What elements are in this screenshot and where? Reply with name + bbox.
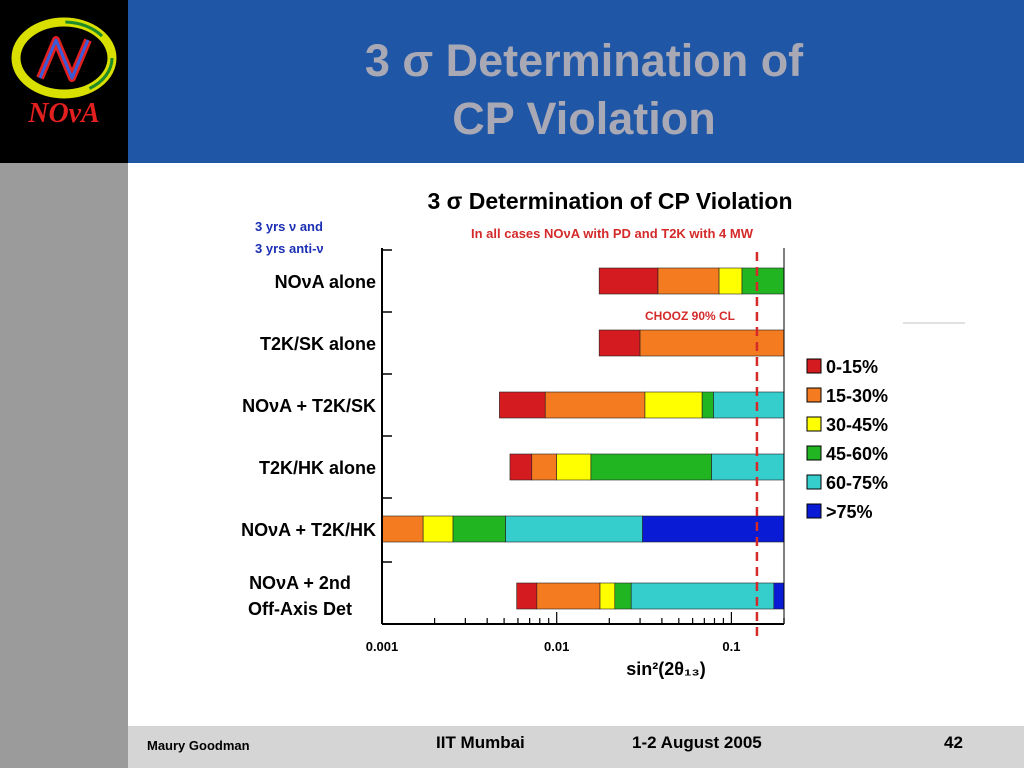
x-axis-label: sin²(2θ₁₃): [626, 659, 706, 679]
bar-segment: [644, 391, 703, 419]
bar-segment: [499, 391, 546, 419]
footer-venue: IIT Mumbai: [436, 733, 525, 752]
category-label: NOνA alone: [275, 272, 376, 292]
bar-segment: [505, 515, 643, 543]
legend-label: 15-30%: [826, 386, 888, 406]
bar-segment: [598, 329, 641, 357]
legend-swatch: [806, 416, 822, 432]
bar-segment: [639, 329, 785, 357]
footer-author: Maury Goodman: [147, 738, 250, 753]
category-label: T2K/SK alone: [260, 334, 376, 354]
chooz-label: CHOOZ 90% CL: [645, 309, 735, 323]
category-label: NOνA + T2K/SK: [242, 396, 376, 416]
footer-bar: [128, 726, 1024, 768]
bar-segment: [452, 515, 506, 543]
side-note-line2: 3 yrs anti-ν: [255, 241, 324, 256]
bar-segment: [741, 267, 785, 295]
category-label: Off-Axis Det: [248, 599, 352, 619]
legend-label: 60-75%: [826, 473, 888, 493]
bar-segment: [556, 453, 592, 481]
slide-title-line1: 3 σ Determination of: [364, 35, 804, 86]
chart-title: 3 σ Determination of CP Violation: [427, 188, 792, 214]
footer-page-number: 42: [944, 733, 963, 752]
legend-swatch: [806, 474, 822, 490]
bar-segment: [657, 267, 720, 295]
bar-segment: [614, 582, 632, 610]
bar-segment: [590, 453, 712, 481]
legend-swatch: [806, 358, 822, 374]
bar-segment: [422, 515, 454, 543]
bar-segment: [544, 391, 646, 419]
legend-label: >75%: [826, 502, 873, 522]
nova-logo: NOνA: [0, 0, 128, 163]
bar-segment: [713, 391, 785, 419]
bar-segment: [509, 453, 533, 481]
slide-title-line2: CP Violation: [452, 93, 716, 144]
x-tick-label: 0.001: [366, 639, 399, 654]
legend-label: 0-15%: [826, 357, 878, 377]
bar-segment: [531, 453, 558, 481]
legend-swatch: [806, 445, 822, 461]
legend-swatch: [806, 387, 822, 403]
bar-segment: [536, 582, 601, 610]
bar-segment: [630, 582, 775, 610]
category-label: NOνA + T2K/HK: [241, 520, 376, 540]
bar-segment: [381, 515, 424, 543]
side-note-line1: 3 yrs ν and: [255, 219, 323, 234]
slide-header: [128, 0, 1024, 163]
bar-segment: [773, 582, 785, 610]
x-tick-label: 0.01: [544, 639, 569, 654]
x-tick-label: 0.1: [722, 639, 740, 654]
cp-violation-chart: 3 σ Determination of CP Violation In all …: [241, 188, 965, 679]
nova-logo-icon: NOνA: [11, 17, 117, 129]
bar-segment: [701, 391, 714, 419]
bar-segment: [599, 582, 616, 610]
legend-label: 45-60%: [826, 444, 888, 464]
category-label: NOνA + 2nd: [249, 573, 351, 593]
bar-segment: [516, 582, 538, 610]
bar-segment: [642, 515, 785, 543]
bar-segment: [711, 453, 785, 481]
category-label: T2K/HK alone: [259, 458, 376, 478]
bar-segment: [718, 267, 743, 295]
legend-label: 30-45%: [826, 415, 888, 435]
footer-date: 1-2 August 2005: [632, 733, 762, 752]
legend-swatch: [806, 503, 822, 519]
slide-title: 3 σ Determination of CP Violation: [128, 32, 1024, 148]
chart-subtitle: In all cases NOνA with PD and T2K with 4…: [471, 226, 754, 241]
bar-segment: [598, 267, 659, 295]
logo-wordmark: NOνA: [27, 98, 100, 129]
